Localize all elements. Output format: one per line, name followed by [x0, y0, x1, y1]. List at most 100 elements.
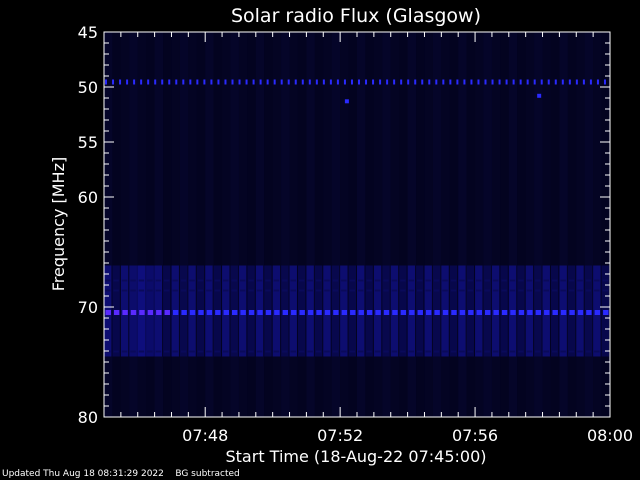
band-line-dash: [442, 289, 448, 292]
bright-line-dash: [375, 310, 381, 315]
time-column: [475, 32, 484, 417]
time-column: [120, 32, 130, 417]
band-line-dash: [526, 350, 533, 353]
band-line-dash: [130, 289, 136, 292]
time-column: [382, 32, 391, 417]
band-line-dash: [256, 279, 263, 282]
bright-line-dash: [291, 310, 297, 315]
band-line-dash: [366, 289, 372, 292]
band-line-dash: [290, 279, 296, 282]
band-line-dash: [425, 350, 431, 353]
band-line-dash: [180, 350, 187, 353]
band-line-dash: [408, 289, 415, 292]
band-line-dash: [147, 350, 153, 353]
time-column: [584, 32, 594, 417]
band-line-dash: [113, 279, 119, 282]
bright-line-dash: [130, 310, 137, 315]
bright-line-dash: [122, 310, 128, 315]
band-line-dash: [105, 279, 111, 282]
dotted-line-dot: [372, 79, 375, 85]
band-line-dash: [366, 279, 372, 282]
dotted-line-dot: [210, 79, 213, 85]
band-line-dash: [577, 279, 583, 282]
band-line-dash: [442, 279, 448, 282]
dotted-line-dot: [526, 79, 529, 85]
band-line-dash: [433, 289, 440, 292]
band-line-dash: [332, 289, 339, 292]
band-line-dash: [391, 279, 398, 282]
time-column: [281, 32, 290, 417]
band-line-dash: [459, 350, 465, 353]
dotted-line-dot: [540, 79, 543, 85]
time-column: [525, 32, 535, 417]
dotted-line-dot: [596, 79, 599, 85]
band-line-dash: [180, 279, 187, 282]
band-line-dash: [383, 289, 389, 292]
time-column: [222, 32, 231, 417]
dotted-line-dot: [154, 79, 157, 85]
time-column: [542, 32, 551, 417]
time-column: [146, 32, 155, 417]
bright-line-dash: [366, 310, 373, 315]
band-line-dash: [197, 350, 204, 353]
chart-title: Solar radio Flux (Glasgow): [231, 5, 481, 27]
time-column: [373, 32, 383, 417]
band-line-dash: [332, 350, 339, 353]
band-line-dash: [307, 289, 313, 292]
band-line-dash: [585, 289, 592, 292]
bg-note: BG subtracted: [175, 469, 240, 479]
dotted-line-dot: [126, 79, 129, 85]
dotted-line-dot: [393, 79, 396, 85]
bright-line-dash: [172, 310, 179, 315]
band-line-dash: [492, 289, 499, 292]
bright-line-dash: [501, 310, 508, 315]
band-line-dash: [248, 289, 254, 292]
time-column: [297, 32, 307, 417]
band-line-dash: [526, 279, 533, 282]
dotted-line-dot: [575, 79, 578, 85]
bright-line-dash: [442, 310, 449, 315]
bright-line-dash: [594, 310, 601, 315]
band-line-dash: [400, 289, 406, 292]
dotted-line-dot: [533, 79, 536, 85]
band-line-dash: [501, 279, 507, 282]
band-line-dash: [231, 350, 237, 353]
time-column: [213, 32, 223, 417]
x-tick-label: 07:48: [182, 426, 228, 445]
time-column: [179, 32, 189, 417]
band-line-dash: [172, 289, 178, 292]
time-column: [323, 32, 332, 417]
band-line-dash: [197, 279, 204, 282]
band-line-dash: [577, 289, 583, 292]
bright-line-dash: [156, 310, 162, 315]
bright-line-dash: [147, 310, 154, 315]
band-line-dash: [560, 350, 566, 353]
band-line-dash: [484, 279, 490, 282]
time-column: [306, 32, 315, 417]
band-line-dash: [324, 289, 330, 292]
band-line-dash: [501, 350, 507, 353]
time-column: [508, 32, 518, 417]
bright-line-dash: [223, 310, 229, 315]
dotted-line-dot: [301, 79, 304, 85]
time-column: [289, 32, 298, 417]
bright-line-dash: [333, 310, 339, 315]
band-line-dash: [256, 289, 263, 292]
band-line-dash: [374, 279, 381, 282]
band-line-dash: [535, 289, 541, 292]
bright-line-dash: [206, 310, 213, 315]
band-line-dash: [467, 289, 474, 292]
bright-line-dash: [493, 310, 499, 315]
time-column: [449, 32, 459, 417]
band-line-dash: [551, 350, 558, 353]
band-line-dash: [467, 279, 474, 282]
band-line-dash: [239, 279, 246, 282]
bright-line-dash: [476, 310, 482, 315]
bright-line-dash: [468, 310, 474, 315]
band-line-dash: [315, 279, 322, 282]
band-line-dash: [105, 289, 111, 292]
x-axis-label: Start Time (18-Aug-22 07:45:00): [226, 447, 487, 466]
dotted-line-dot: [308, 79, 311, 85]
band-line-dash: [282, 279, 288, 282]
time-column: [137, 32, 147, 417]
